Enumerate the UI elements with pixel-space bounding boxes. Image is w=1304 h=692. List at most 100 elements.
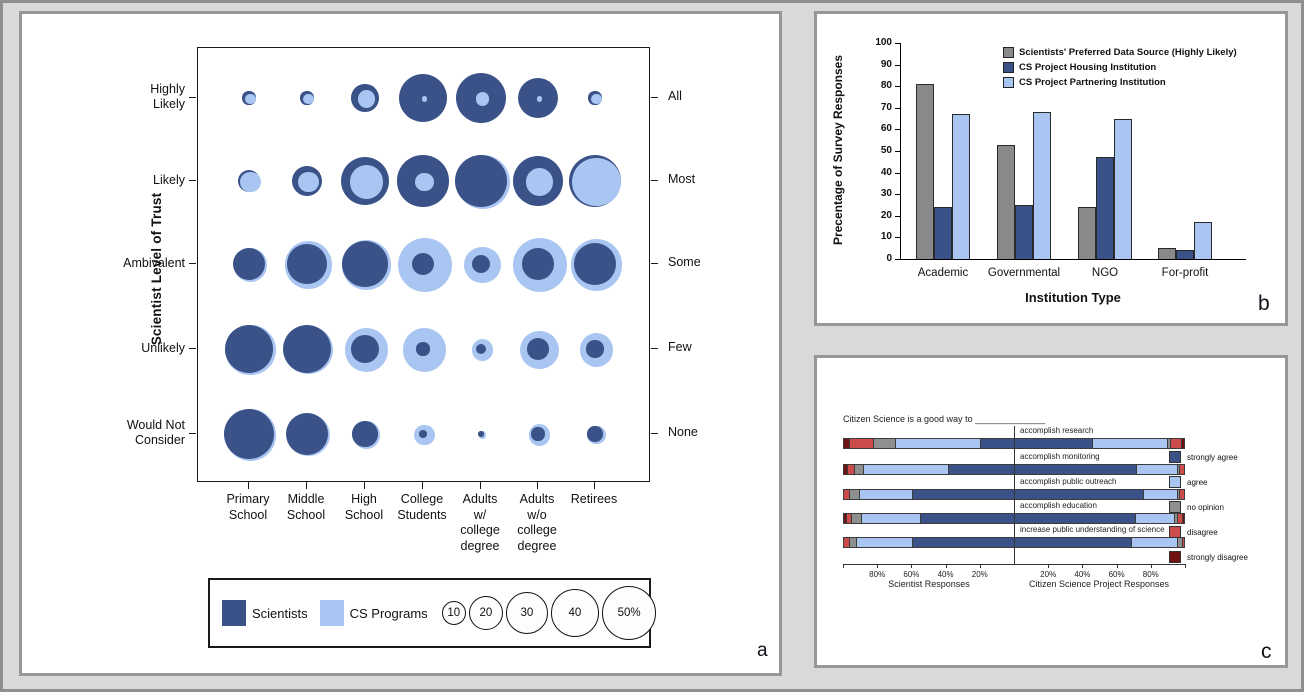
bubble-scientists (478, 431, 484, 437)
y-axis-tick-label: 50 (880, 145, 892, 156)
x-axis-tick (877, 564, 879, 568)
legend-item: no opinion (1169, 501, 1224, 513)
cs-project-half (1014, 514, 1184, 523)
audience-category-label-line: college (460, 523, 500, 537)
segment-strongly_agree (979, 439, 1014, 448)
bottom-axis-tick (364, 482, 365, 489)
program-share-label: All (668, 89, 682, 103)
trust-level-label-line: Likely (153, 172, 185, 187)
bubble-cs-programs (349, 165, 384, 199)
bar-preferred-source (1158, 248, 1176, 259)
bubble-scientists (527, 338, 549, 360)
segment-strongly_disagree (844, 439, 850, 448)
y-axis-tick (895, 107, 900, 109)
audience-category-label-line: College (400, 492, 444, 506)
legend-label: Scientists' Preferred Data Source (Highl… (1019, 47, 1237, 58)
y-axis-tick-label: 30 (880, 188, 892, 200)
audience-category-label: Adults w/college degree (448, 492, 512, 554)
y-axis-tick-label: 70 (880, 101, 892, 113)
cs-project-half (1014, 538, 1184, 547)
statement-label: accomplish education (1020, 501, 1097, 510)
x-axis-tick-label: 60% (903, 570, 920, 579)
panel-b-bar-chart: Precentage of Survey Responses Instituti… (814, 11, 1288, 326)
panel-c-likert-chart: Citizen Science is a good way to _______… (814, 355, 1288, 668)
y-axis-tick-label: 20 (880, 209, 892, 221)
segment-no_opinion (850, 514, 861, 523)
panel-a-plot-area (197, 47, 650, 482)
audience-category-label-line: Adults (462, 492, 498, 506)
bubble-scientists (587, 426, 603, 442)
bar-partnering-institution (952, 114, 970, 259)
x-axis-end-tick (843, 564, 844, 568)
audience-category-label: College Students (390, 492, 454, 523)
x-axis-line (900, 259, 1246, 260)
cs-programs-swatch (319, 600, 344, 626)
segment-agree (860, 514, 921, 523)
left-axis-tick (189, 97, 196, 98)
bubble-cs-programs (298, 171, 319, 193)
y-axis-tick-label: 40 (880, 166, 892, 178)
bar-housing-institution (1015, 205, 1033, 259)
bubble-scientists (586, 340, 604, 358)
scientist-half (844, 538, 1014, 547)
program-share-label: Most (668, 172, 696, 186)
bubble-cs-programs (591, 93, 602, 105)
statement-label: accomplish research (1020, 426, 1094, 435)
audience-category-label-line: High (351, 492, 377, 506)
bubble-scientists (342, 241, 388, 287)
segment-disagree (1178, 490, 1184, 499)
trust-level-label-line: Consider (134, 433, 185, 447)
segment-no_opinion (1166, 439, 1171, 448)
audience-category-label-line: Middle (287, 492, 325, 506)
scientist-responses-caption: Scientist Responses (888, 579, 970, 589)
segment-disagree (1170, 439, 1181, 448)
trust-level-label-line: Likely (153, 97, 185, 111)
trust-level-label: Unlikely (103, 341, 185, 356)
segment-no_opinion (849, 490, 860, 499)
segment-strongly_agree (1014, 514, 1135, 523)
segment-strongly_agree (920, 514, 1014, 523)
legend-item: strongly disagree (1169, 551, 1248, 563)
segment-no_opinion (1177, 490, 1179, 499)
x-axis-tick (1048, 564, 1050, 568)
y-axis-tick (895, 215, 900, 217)
institution-category-label: Academic (917, 267, 969, 279)
y-axis-tick-label: 90 (880, 58, 892, 70)
audience-category-label: Middle School (274, 492, 338, 523)
left-axis-tick (189, 348, 196, 349)
segment-strongly_disagree (1182, 514, 1184, 523)
legend-swatch (1003, 47, 1014, 58)
scientists-swatch (222, 600, 246, 626)
cs-project-responses-caption: Citizen Science Project Responses (1028, 579, 1170, 589)
x-axis-tick-label: 40% (937, 570, 954, 579)
bubble-cs-programs (415, 172, 434, 192)
panel-a-bubble-chart: Scientist Level of Trust Highly Likely All… (19, 11, 782, 676)
x-axis-line (843, 564, 1185, 565)
segment-agree (855, 538, 912, 547)
bubble-cs-programs (536, 96, 543, 102)
bottom-axis-tick (248, 482, 249, 489)
x-axis-tick (979, 564, 981, 568)
audience-category-label-line: School (228, 507, 268, 522)
segment-no_opinion (1177, 538, 1183, 547)
x-axis-tick (1116, 564, 1118, 568)
legend-label: CS Project Housing Institution (1019, 62, 1157, 73)
statement-label: accomplish public outreach (1020, 477, 1117, 486)
segment-strongly_agree (1014, 465, 1137, 474)
bubble-cs-programs (475, 92, 490, 106)
x-axis-tick-label: 40% (1074, 570, 1091, 579)
cs-project-half (1014, 439, 1184, 448)
trust-level-label-line: Highly (150, 82, 185, 96)
bar-partnering-institution (1033, 112, 1051, 259)
y-axis-tick (895, 43, 900, 44)
bar-preferred-source (997, 144, 1015, 259)
institution-category-label: For-profit (1161, 267, 1209, 279)
scientist-half (844, 490, 1014, 499)
legend-item: agree (1169, 476, 1207, 488)
segment-no_opinion (1177, 465, 1179, 474)
y-axis-tick-label: 10 (880, 231, 892, 243)
y-axis-tick (895, 151, 900, 152)
segment-disagree (1177, 514, 1183, 523)
institution-category-label: Governmental (987, 267, 1061, 279)
legend-item: CS Project Partnering Institution (1003, 77, 1166, 88)
